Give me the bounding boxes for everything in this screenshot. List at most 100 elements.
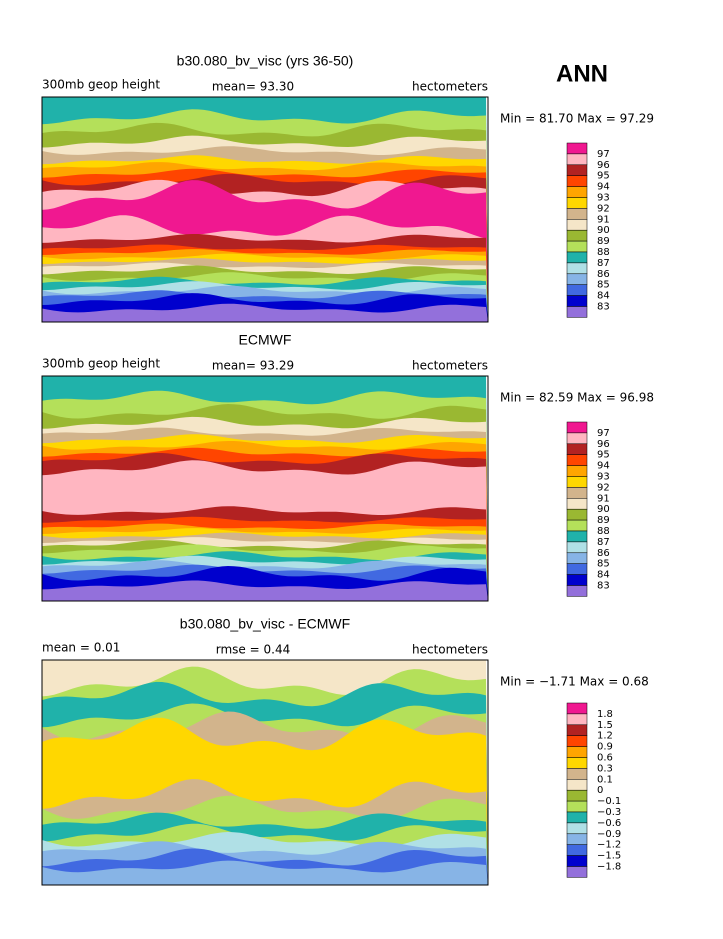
legend-swatch xyxy=(566,822,588,835)
legend-swatch xyxy=(566,197,588,209)
legend-swatch xyxy=(566,811,588,824)
legend-label: 86 xyxy=(597,269,610,280)
legend-swatch xyxy=(566,498,588,510)
legend-label: −0.6 xyxy=(597,818,621,829)
legend-label: 84 xyxy=(597,291,610,302)
legend-swatch xyxy=(566,702,588,715)
legend-swatch xyxy=(566,552,588,564)
panel-middle-label: mean= 93.29 xyxy=(212,359,294,373)
legend-label: 93 xyxy=(597,193,610,204)
contour-band xyxy=(42,860,488,885)
min-max: Min = 81.70 Max = 97.29 xyxy=(500,112,654,126)
legend-label: −1.5 xyxy=(597,851,621,862)
legend-label: 88 xyxy=(597,526,610,537)
legend-label: 92 xyxy=(597,482,610,493)
legend-label: 1.2 xyxy=(597,731,613,742)
legend-swatch xyxy=(566,585,588,597)
min-max: Min = −1.71 Max = 0.68 xyxy=(500,675,649,689)
panel-left-label: 300mb geop height xyxy=(42,78,160,92)
contour-band xyxy=(42,303,488,322)
legend-label: −0.3 xyxy=(597,807,621,818)
legend-swatch xyxy=(566,240,588,253)
legend-label: 96 xyxy=(597,439,610,450)
legend-label: 85 xyxy=(597,280,610,291)
legend-swatch xyxy=(566,735,588,747)
panel-title: ECMWF xyxy=(239,332,292,348)
legend-swatch xyxy=(566,175,588,187)
legend-label: 91 xyxy=(597,214,610,225)
legend-swatch xyxy=(566,724,588,736)
panel-left-label: mean = 0.01 xyxy=(42,641,120,655)
legend-swatch xyxy=(566,563,588,575)
legend-label: 87 xyxy=(597,258,610,269)
legend-label: 85 xyxy=(597,559,610,570)
legend-swatch xyxy=(566,768,588,780)
legend-swatch xyxy=(566,713,588,726)
legend-swatch xyxy=(566,779,588,791)
legend-swatch xyxy=(566,306,588,318)
legend-swatch xyxy=(566,284,588,296)
panel-left-label: 300mb geop height xyxy=(42,357,160,371)
legend-swatch xyxy=(566,476,588,488)
legend-label: −0.9 xyxy=(597,829,621,840)
legend-label: −1.2 xyxy=(597,840,621,851)
legend-label: 97 xyxy=(597,428,610,439)
legend-label: 90 xyxy=(597,225,610,236)
legend-label: 83 xyxy=(597,302,610,313)
map xyxy=(42,660,488,885)
legend-swatch xyxy=(566,142,588,155)
legend-label: 1.5 xyxy=(597,720,613,731)
legend-swatch xyxy=(566,855,588,867)
legend-swatch xyxy=(566,465,588,477)
panel-title: b30.080_bv_visc - ECMWF xyxy=(180,616,350,632)
legend-swatch xyxy=(566,541,588,554)
season-label: ANN xyxy=(556,60,608,87)
legend-swatch xyxy=(566,421,588,434)
legend-swatch xyxy=(566,443,588,455)
map xyxy=(42,97,488,322)
legend-label: 92 xyxy=(597,203,610,214)
panel-title: b30.080_bv_visc (yrs 36-50) xyxy=(177,53,354,69)
panel-middle-label: rmse = 0.44 xyxy=(216,643,290,657)
legend-swatch xyxy=(566,186,588,198)
legend-swatch xyxy=(566,262,588,275)
legend-label: 86 xyxy=(597,548,610,559)
legend-label: 89 xyxy=(597,515,610,526)
map xyxy=(42,376,488,601)
map-frame xyxy=(41,96,489,323)
legend-swatch xyxy=(566,530,588,543)
legend-swatch xyxy=(566,487,588,499)
legend-swatch xyxy=(566,833,588,845)
legend-swatch xyxy=(566,508,588,521)
panel-units: hectometers xyxy=(412,359,488,373)
legend-swatch xyxy=(566,844,588,856)
legend-swatch xyxy=(566,866,588,878)
legend-label: 93 xyxy=(597,472,610,483)
legend-swatch xyxy=(566,746,588,758)
legend-label: 0 xyxy=(597,785,603,796)
legend-label: 97 xyxy=(597,149,610,160)
legend-label: 90 xyxy=(597,504,610,515)
legend-swatch xyxy=(566,219,588,231)
legend-label: −1.8 xyxy=(597,862,621,873)
legend-swatch xyxy=(566,251,588,264)
legend-label: 0.1 xyxy=(597,774,613,785)
legend-swatch xyxy=(566,454,588,466)
legend-label: 95 xyxy=(597,171,610,182)
legend-swatch xyxy=(566,208,588,220)
legend-label: 0.3 xyxy=(597,763,613,774)
legend-swatch xyxy=(566,519,588,532)
legend-label: 96 xyxy=(597,160,610,171)
legend-label: 0.9 xyxy=(597,742,613,753)
legend-swatch xyxy=(566,273,588,285)
legend-label: 0.6 xyxy=(597,753,613,764)
legend-swatch xyxy=(566,757,588,769)
legend-label: 87 xyxy=(597,537,610,548)
legend-label: 91 xyxy=(597,493,610,504)
legend-swatch xyxy=(566,574,588,586)
panel-middle-label: mean= 93.30 xyxy=(212,80,294,94)
legend-swatch xyxy=(566,229,588,242)
legend-swatch xyxy=(566,164,588,176)
legend-label: 94 xyxy=(597,182,610,193)
